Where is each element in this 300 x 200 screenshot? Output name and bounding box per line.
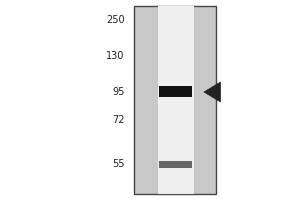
Text: 72: 72 xyxy=(112,115,124,125)
Bar xyxy=(134,6,216,194)
Bar xyxy=(159,160,192,167)
Polygon shape xyxy=(204,82,220,102)
Text: 55: 55 xyxy=(112,159,124,169)
Bar xyxy=(158,6,194,194)
Text: 130: 130 xyxy=(106,51,124,61)
Text: 250: 250 xyxy=(106,15,124,25)
Bar xyxy=(159,86,192,97)
Text: 95: 95 xyxy=(112,87,124,97)
